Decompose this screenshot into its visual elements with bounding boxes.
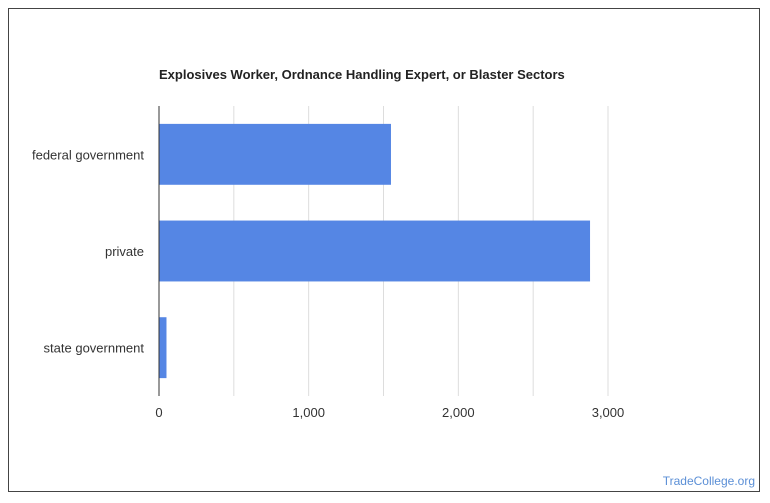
x-tick-label: 2,000: [442, 405, 475, 420]
chart-title: Explosives Worker, Ordnance Handling Exp…: [159, 67, 565, 82]
x-tick-labels: 0 1,000 2,000 3,000: [155, 405, 624, 420]
category-label: federal government: [32, 147, 144, 162]
bar-state-government[interactable]: [159, 317, 167, 379]
x-tick-label: 1,000: [292, 405, 325, 420]
category-label: private: [105, 244, 144, 259]
watermark-link[interactable]: TradeCollege.org: [662, 474, 755, 488]
category-labels: federal government private state governmen…: [32, 147, 144, 355]
bars: [159, 123, 591, 379]
x-tick-label: 3,000: [592, 405, 625, 420]
x-tick-label: 0: [155, 405, 162, 420]
bar-private[interactable]: [159, 220, 591, 282]
category-label: state government: [44, 341, 145, 356]
bar-federal-government[interactable]: [159, 123, 391, 185]
